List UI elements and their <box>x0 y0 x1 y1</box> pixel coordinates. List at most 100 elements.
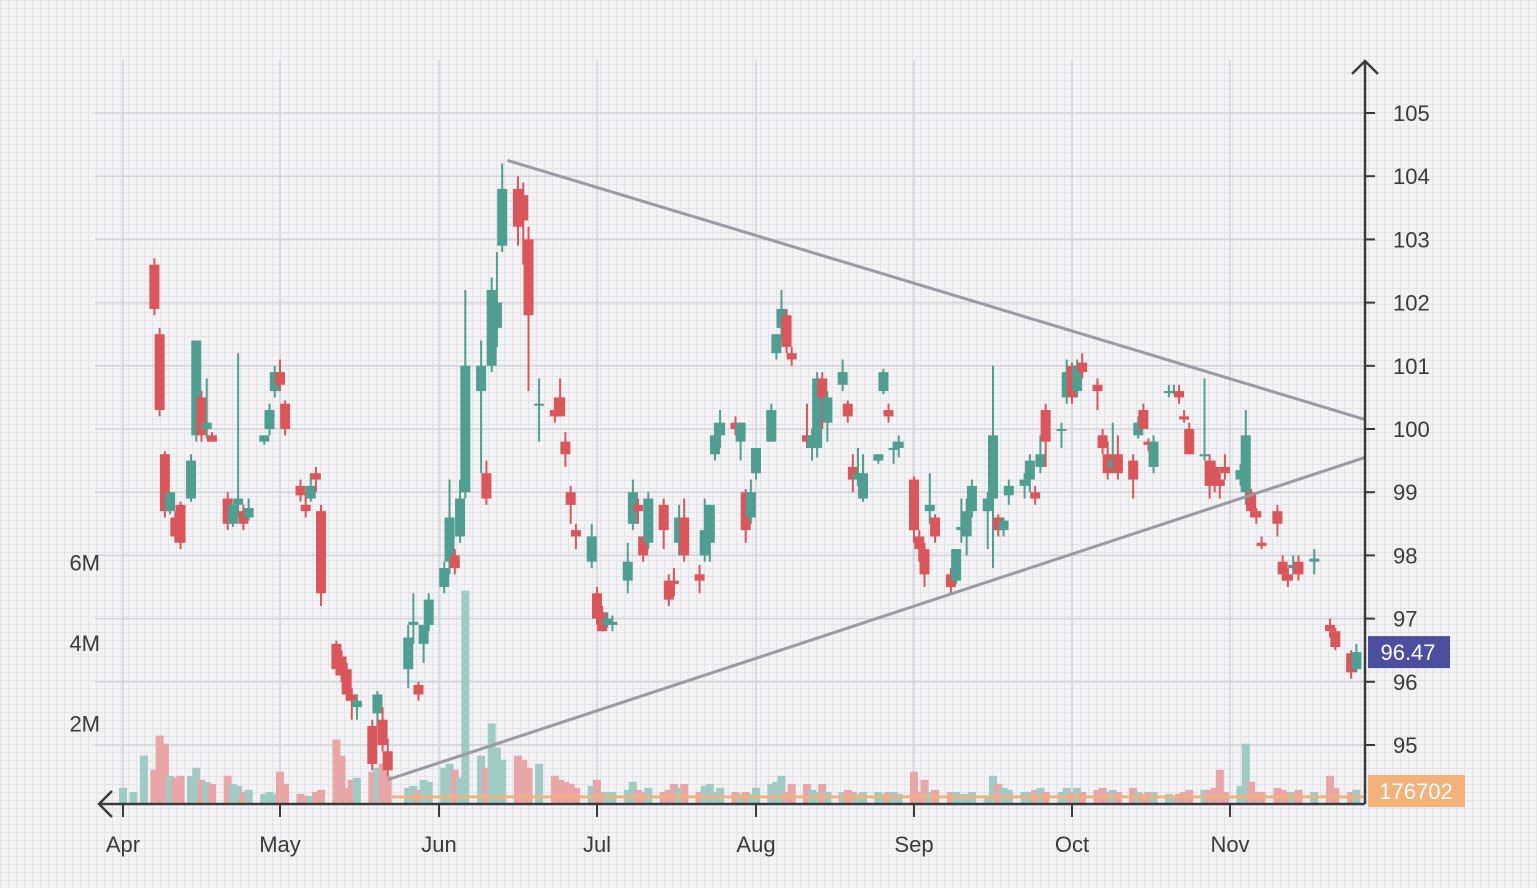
candle-body <box>1163 391 1174 394</box>
trendlines <box>387 158 1366 782</box>
candle-body <box>993 517 1004 531</box>
candle-body <box>633 504 644 512</box>
candle-body <box>382 751 393 771</box>
volume-bar <box>281 783 290 804</box>
candle-body <box>945 574 956 587</box>
price-tick-label: 100 <box>1393 417 1430 442</box>
candle-body <box>1092 384 1103 392</box>
volume-bar <box>587 785 596 804</box>
candle-body <box>956 526 967 531</box>
volume-bar <box>270 793 279 804</box>
candle-body <box>638 536 649 556</box>
volume-bar <box>787 783 796 804</box>
candle-body <box>154 334 165 411</box>
volume-bar <box>550 775 559 804</box>
candle-body <box>481 473 492 499</box>
candle-body <box>745 492 756 518</box>
volume-bar <box>1215 769 1224 804</box>
candle-body <box>1077 362 1088 373</box>
volume-bar <box>680 783 689 804</box>
volume-marker-badge-bg <box>1368 775 1465 807</box>
candle-body <box>627 492 638 524</box>
candle-body <box>269 372 280 392</box>
candle-body <box>455 498 466 537</box>
volume-bar <box>311 791 320 804</box>
volume-bar <box>228 783 237 804</box>
volume-bar <box>139 755 148 804</box>
candle-body <box>1067 365 1077 398</box>
candle-body <box>523 239 534 316</box>
volume-bar <box>777 775 786 804</box>
trendline <box>387 456 1366 782</box>
candle-body <box>914 536 925 550</box>
volume-bar <box>1164 793 1173 804</box>
candle-body <box>1199 454 1210 457</box>
volume-bar <box>1169 795 1178 804</box>
candle-body <box>316 511 327 594</box>
volume-bar <box>176 775 185 804</box>
volume-bar <box>920 779 929 804</box>
candle-body <box>264 410 275 429</box>
candle-body <box>1072 365 1083 392</box>
volume-bar <box>561 781 570 804</box>
candle-body <box>191 340 202 436</box>
volume-bar <box>207 783 216 804</box>
candle-body <box>730 422 741 429</box>
candle-body <box>201 422 212 429</box>
candle-body <box>518 195 529 221</box>
candle-body <box>822 397 833 423</box>
volume-bar <box>1175 793 1184 804</box>
candle-body <box>449 555 460 569</box>
candle-body <box>694 574 705 581</box>
candle-body <box>988 435 998 499</box>
candle-body <box>418 624 429 644</box>
candle-body <box>1209 466 1220 483</box>
candle-body <box>924 504 935 512</box>
time-axis-arrow-icon <box>97 790 113 818</box>
candle-body <box>305 485 316 499</box>
candle-body <box>1174 391 1185 398</box>
candle-body <box>222 498 233 524</box>
volume-bar <box>894 793 903 804</box>
candle-body <box>423 599 434 625</box>
candle-body <box>1214 479 1225 486</box>
candle-body <box>771 334 782 354</box>
volume-bar <box>337 755 346 804</box>
candle-body <box>1138 410 1149 429</box>
candle-body <box>982 498 993 512</box>
candle-body <box>715 422 726 436</box>
volume-marker-badge: 176702 <box>1368 775 1465 807</box>
candle-body <box>735 422 746 442</box>
candle-body <box>476 365 487 392</box>
volume-tick-label: 4M <box>69 631 100 656</box>
time-tick-label: Sep <box>894 832 933 857</box>
volume-bar <box>150 769 159 804</box>
candle-body <box>336 656 347 676</box>
volume-bar <box>957 793 966 804</box>
candle-body <box>367 726 378 764</box>
candle-body <box>807 435 818 448</box>
candle-body <box>663 580 674 600</box>
volume-bar <box>276 771 284 804</box>
candle-body <box>439 568 450 587</box>
volume-bar <box>424 781 433 804</box>
candle-body <box>602 618 613 625</box>
volume-bar <box>962 793 971 804</box>
volume-bar <box>983 795 992 804</box>
candle-body <box>1097 435 1108 448</box>
candle-body <box>351 700 362 708</box>
volume-bar <box>373 767 382 804</box>
candle-body <box>159 454 170 512</box>
volume-marker-value: 176702 <box>1379 779 1452 804</box>
candle-body <box>812 378 823 448</box>
volume-bar <box>419 779 428 804</box>
candle-body <box>622 561 633 581</box>
volume-bar <box>461 590 470 804</box>
volume-bar <box>456 777 465 804</box>
candle-body <box>597 612 608 632</box>
volume-bar <box>317 789 326 804</box>
volume-bar <box>155 735 164 804</box>
candle-body <box>259 435 270 442</box>
volume-bar <box>342 787 351 804</box>
time-tick-label: Jun <box>421 832 456 857</box>
